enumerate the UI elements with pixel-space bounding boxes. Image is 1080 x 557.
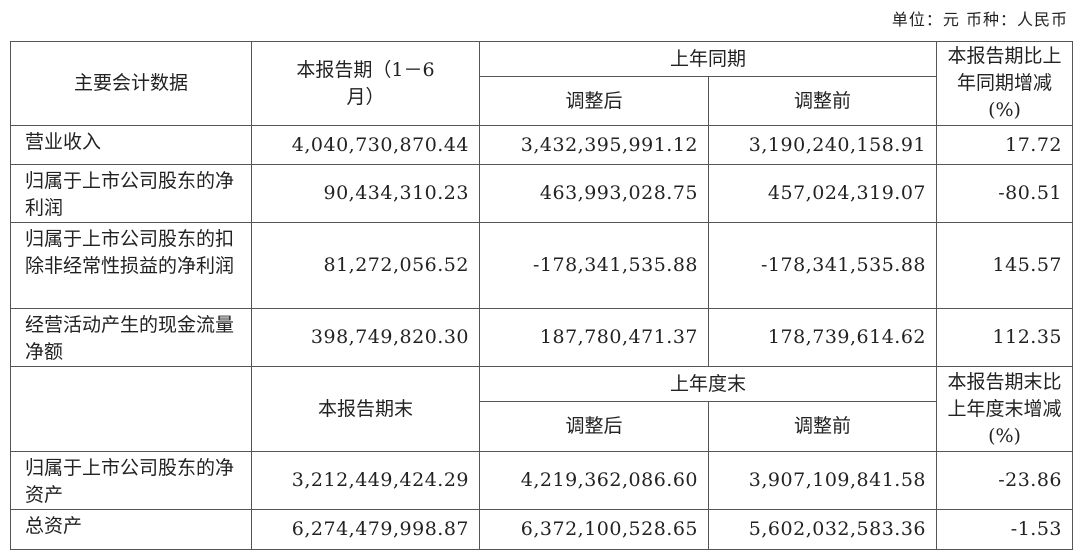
current-value: 4,040,730,870.44 [251, 125, 480, 165]
table-row: 总资产 6,274,479,998.87 6,372,100,528.65 5,… [10, 509, 1074, 550]
header-row: 主要会计数据 本报告期（1－6月） 上年同期 本报告期比上年同期增减(%) [10, 41, 1074, 126]
change-value: -23.86 [936, 451, 1074, 510]
current-value: 398,749,820.30 [251, 308, 480, 367]
change-value: -80.51 [936, 164, 1074, 223]
current-value: 6,274,479,998.87 [251, 509, 480, 550]
change-value: 17.72 [936, 125, 1074, 165]
header-change: 本报告期末比上年度末增减(%) [936, 366, 1074, 452]
header-adjusted: 调整后 [479, 401, 709, 452]
current-value: 81,272,056.52 [251, 222, 480, 309]
change-value: 145.57 [936, 222, 1074, 309]
row-label: 归属于上市公司股东的净利润 [10, 164, 252, 223]
row-label: 总资产 [10, 509, 252, 550]
adjusted-value: 6,372,100,528.65 [479, 509, 709, 550]
header-prior-year-end: 上年度末 [478, 366, 938, 402]
before-value: -178,341,535.88 [707, 222, 938, 309]
table-row: 归属于上市公司股东的净资产 3,212,449,424.29 4,219,362… [10, 451, 1074, 510]
row-label: 营业收入 [10, 125, 252, 165]
adjusted-value: -178,341,535.88 [479, 222, 709, 309]
header-subrow: 调整后 调整前 [11, 76, 1073, 126]
header-adjusted: 调整后 [479, 76, 709, 126]
row-label: 经营活动产生的现金流量净额 [10, 308, 252, 367]
before-value: 457,024,319.07 [707, 164, 938, 223]
table-row: 归属于上市公司股东的净利润 90,434,310.23 463,993,028.… [10, 164, 1074, 223]
header-prior-period: 上年同期 [478, 41, 938, 77]
table-row: 经营活动产生的现金流量净额 398,749,820.30 187,780,471… [10, 308, 1074, 367]
change-value: 112.35 [936, 308, 1074, 367]
key-accounting-data-table: 主要会计数据 本报告期（1－6月） 上年同期 本报告期比上年同期增减(%) 调整… [10, 41, 1074, 550]
table-row: 归属于上市公司股东的扣除非经常性损益的净利润 81,272,056.52 -17… [10, 222, 1074, 309]
header-before: 调整前 [707, 401, 938, 452]
before-value: 3,190,240,158.91 [707, 125, 938, 165]
current-value: 3,212,449,424.29 [251, 451, 480, 510]
adjusted-value: 3,432,395,991.12 [479, 125, 709, 165]
unit-note: 单位：元 币种：人民币 [891, 10, 1068, 29]
before-value: 5,602,032,583.36 [707, 509, 938, 550]
before-value: 3,907,109,841.58 [707, 451, 938, 510]
adjusted-value: 4,219,362,086.60 [479, 451, 709, 510]
header-row: 本报告期末 上年度末 本报告期末比上年度末增减(%) [10, 366, 1074, 452]
change-value: -1.53 [936, 509, 1074, 550]
header-before: 调整前 [707, 76, 938, 126]
before-value: 178,739,614.62 [707, 308, 938, 367]
adjusted-value: 187,780,471.37 [479, 308, 709, 367]
header-item [10, 366, 252, 452]
header-current-period: 本报告期（1－6月） [251, 41, 480, 126]
row-label: 归属于上市公司股东的净资产 [10, 451, 252, 510]
header-subrow: 调整后 调整前 [11, 401, 1073, 452]
current-value: 90,434,310.23 [251, 164, 480, 223]
header-item: 主要会计数据 [10, 41, 252, 126]
row-label: 归属于上市公司股东的扣除非经常性损益的净利润 [10, 222, 252, 309]
table-row: 营业收入 4,040,730,870.44 3,432,395,991.12 3… [10, 125, 1074, 165]
adjusted-value: 463,993,028.75 [479, 164, 709, 223]
header-change: 本报告期比上年同期增减(%) [936, 41, 1074, 126]
header-period-end: 本报告期末 [251, 366, 480, 452]
